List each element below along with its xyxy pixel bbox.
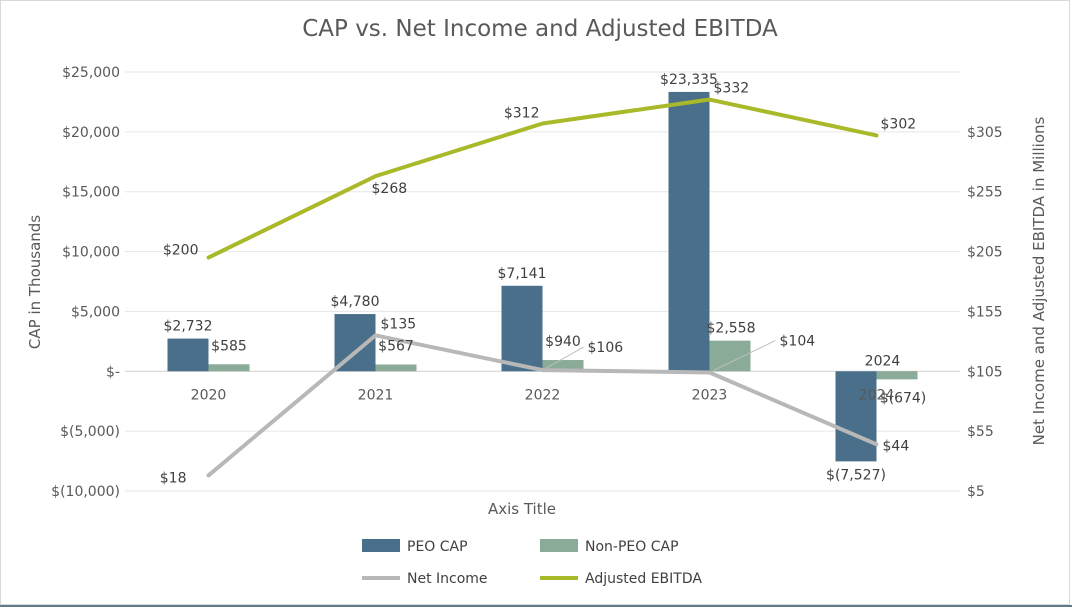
y2-tick-label: $305 [967,125,1003,141]
x-tick-label: 2022 [525,387,561,403]
legend-label: Non-PEO CAP [585,539,679,555]
non-peo-cap-data-label: $585 [211,338,247,354]
non-peo-cap-data-label: $940 [545,334,581,350]
peo-cap-data-label: $23,335 [660,72,718,88]
legend-label: PEO CAP [407,539,468,555]
y2-tick-label: $5 [967,484,985,500]
legend-label: Adjusted EBITDA [585,571,702,587]
y-tick-label: $25,000 [62,65,120,81]
y-tick-label: $(5,000) [60,424,120,440]
peo-cap-data-label: $7,141 [498,266,547,282]
peo-cap-bar [501,285,543,372]
non-peo-cap-data-label: $2,558 [707,321,756,337]
y-tick-label: $20,000 [62,125,120,141]
legend-swatch-bar [540,539,578,552]
legend-swatch-bar [362,539,400,552]
peo-cap-data-label: $(7,527) [826,467,886,483]
non-peo-cap-bar [876,371,918,380]
legend-item-non-peo-cap: Non-PEO CAP [540,539,679,555]
non-peo-cap-data-label: $567 [378,338,414,354]
x-tick-label: 2024 [859,387,895,403]
peo-cap-data-label: $4,780 [331,294,380,310]
non-peo-cap-data-label: $(674) [880,390,927,406]
y2-tick-label: $105 [967,364,1003,380]
y-tick-label: $10,000 [62,245,120,261]
y-tick-label: $- [106,364,120,380]
y-tick-label: $15,000 [62,185,120,201]
adjusted-ebitda-line [206,97,879,260]
y2-axis-title: Net Income and Adjusted EBITDA in Millio… [1030,116,1048,445]
adjusted-ebitda-data-label: $312 [504,105,540,121]
peo-cap-data-label: $2,732 [164,319,213,335]
y2-tick-label: $205 [967,245,1003,261]
y-tick-label: $5,000 [71,304,120,320]
y-tick-label: $(10,000) [51,484,120,500]
peo-cap-bar [835,371,877,462]
y2-tick-label: $255 [967,185,1003,201]
y2-tick-label: $155 [967,304,1003,320]
y2-tick-label: $55 [967,424,994,440]
legend-item-adjusted-ebitda: Adjusted EBITDA [540,571,702,587]
net-income-data-label: $106 [588,340,624,356]
peo-cap-bar [167,338,209,372]
net-income-data-label: $135 [381,316,417,332]
x-tick-label: 2021 [358,387,394,403]
y-axis-title: CAP in Thousands [26,215,44,349]
peo-cap-bar [668,91,710,372]
adjusted-ebitda-data-label: $302 [881,116,917,132]
annotation-2024: 2024 [865,353,901,369]
x-axis-title: Axis Title [488,500,556,518]
legend-item-net-income: Net Income [362,571,488,587]
adjusted-ebitda-data-label: $332 [714,81,750,97]
chart-title: CAP vs. Net Income and Adjusted EBITDA [302,16,778,42]
net-income-leader-line [713,340,776,371]
non-peo-cap-bar [375,364,417,372]
net-income-data-label: $44 [883,438,910,454]
net-income-data-label: $18 [160,470,187,486]
non-peo-cap-bar [542,360,584,372]
adjusted-ebitda-data-label: $200 [163,243,199,259]
x-tick-label: 2023 [692,387,728,403]
legend-label: Net Income [407,571,488,587]
net-income-line [206,333,879,478]
adjusted-ebitda-data-label: $268 [372,181,408,197]
non-peo-cap-bar [208,364,250,372]
legend-item-peo-cap: PEO CAP [362,539,468,555]
x-tick-label: 2020 [191,387,227,403]
net-income-leader-line [546,346,584,369]
net-income-data-label: $104 [780,333,816,349]
